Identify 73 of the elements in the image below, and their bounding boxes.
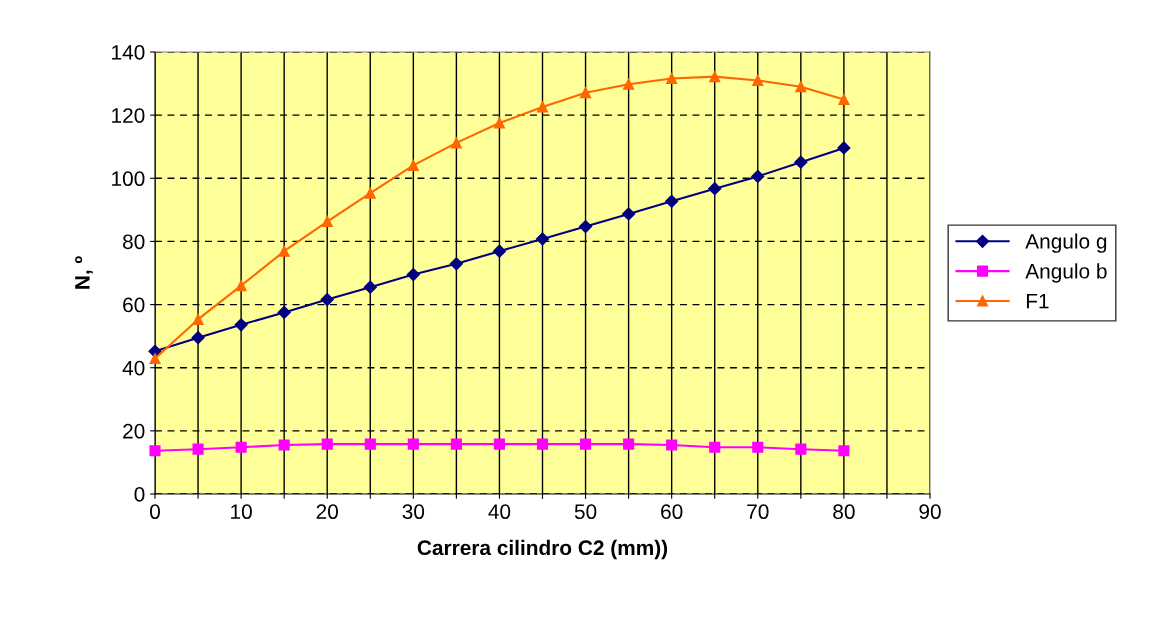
point [751, 169, 765, 183]
point [234, 318, 248, 332]
y-tick-label: 0 [134, 487, 145, 502]
point [278, 245, 290, 257]
point [192, 313, 204, 325]
point [536, 438, 549, 450]
point [579, 438, 592, 450]
x-tick-label: 90 [919, 504, 941, 520]
point [191, 331, 205, 345]
x-tick-label: 20 [316, 504, 338, 520]
y-tick-label: 20 [123, 423, 145, 439]
point [666, 72, 678, 85]
point [708, 182, 722, 196]
point [623, 78, 635, 90]
point [795, 81, 807, 93]
point [579, 87, 592, 99]
point [450, 438, 462, 450]
point [363, 280, 377, 294]
point [838, 93, 850, 105]
legend-label: Angulo g [1025, 233, 1107, 253]
point [492, 244, 507, 258]
x-tick-label: 60 [661, 504, 683, 520]
x-tick-label: 70 [747, 504, 769, 520]
point [149, 445, 161, 457]
y-tick-label: 80 [123, 234, 145, 250]
point [407, 159, 419, 171]
point [536, 101, 549, 113]
point [149, 353, 161, 365]
y-axis-title: N, º [75, 256, 93, 289]
x-tick-label: 10 [231, 504, 252, 520]
point [320, 292, 334, 307]
x-tick-label: 30 [402, 504, 425, 520]
point [622, 207, 636, 221]
point [493, 438, 506, 450]
point [709, 71, 721, 83]
point [752, 441, 764, 453]
point [752, 74, 764, 86]
legend-label: F1 [1026, 293, 1049, 309]
point [794, 155, 808, 169]
point [493, 117, 506, 129]
x-tick-label: 40 [488, 504, 511, 520]
point [364, 438, 376, 450]
point [407, 438, 419, 450]
point [795, 443, 807, 455]
y-tick-label: 40 [122, 360, 145, 376]
point [321, 438, 333, 450]
point [837, 141, 851, 155]
point [450, 137, 462, 149]
x-axis-title: Carrera cilindro C2 (mm)) [417, 539, 668, 560]
point [278, 439, 290, 451]
point [321, 215, 333, 228]
y-tick-label: 100 [112, 171, 145, 187]
point [449, 257, 463, 271]
point [277, 305, 291, 320]
point [535, 232, 550, 246]
point [666, 439, 678, 451]
point [578, 220, 593, 234]
legend-label: Angulo b [1025, 263, 1107, 283]
point [665, 194, 679, 208]
point [235, 280, 247, 292]
x-tick-label: 0 [150, 504, 160, 520]
x-tick-label: 80 [833, 504, 855, 520]
point [192, 443, 204, 455]
x-tick-label: 50 [574, 504, 597, 520]
y-tick-label: 140 [112, 45, 145, 60]
point [364, 187, 376, 199]
point [235, 441, 247, 453]
point [406, 267, 420, 282]
y-tick-label: 60 [123, 297, 145, 313]
y-tick-label: 120 [112, 108, 145, 123]
point [623, 438, 635, 450]
point [709, 441, 721, 453]
point [838, 445, 850, 457]
